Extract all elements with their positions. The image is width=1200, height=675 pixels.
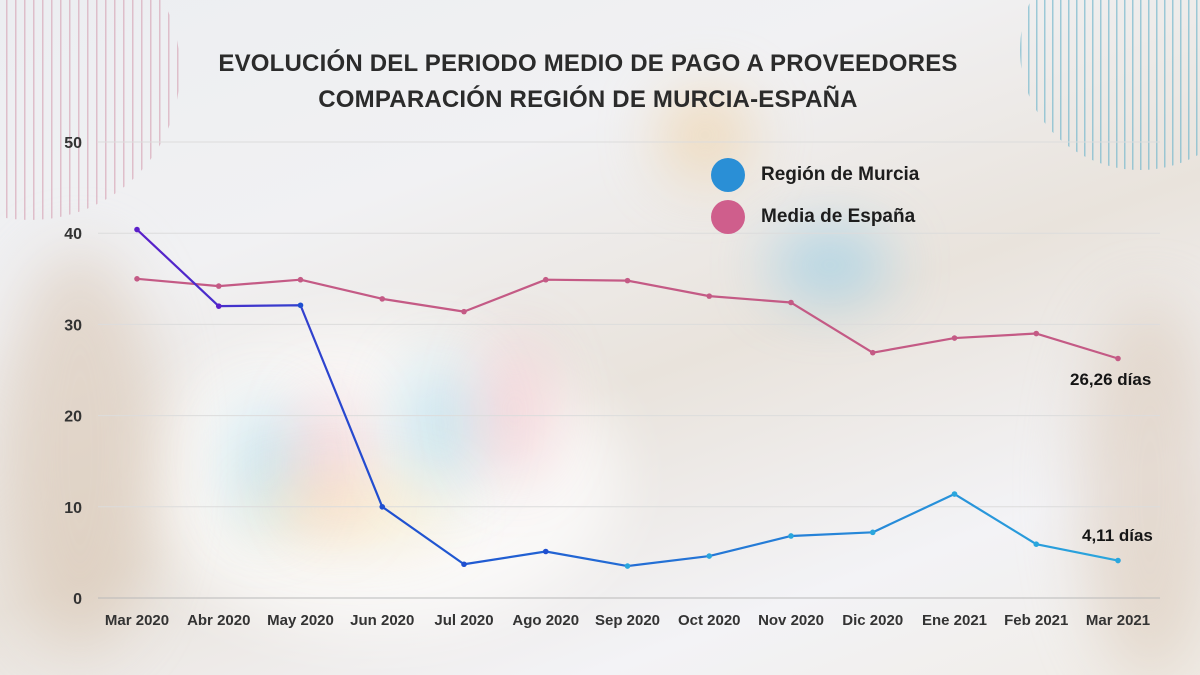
data-point-espana	[134, 276, 140, 282]
data-point-espana	[624, 277, 631, 284]
data-point-murcia	[461, 561, 467, 568]
legend-marker-murcia	[711, 158, 745, 192]
y-tick-label: 0	[73, 591, 82, 608]
data-point-murcia	[134, 226, 140, 233]
data-point-murcia	[788, 533, 794, 539]
data-point-espana	[1033, 330, 1040, 337]
data-point-espana	[869, 349, 876, 356]
x-tick-label: Ago 2020	[512, 612, 579, 629]
legend-label-espana: Media de España	[761, 206, 916, 227]
chart-subtitle: COMPARACIÓN REGIÓN DE MURCIA-ESPAÑA	[318, 86, 858, 113]
data-point-espana	[706, 293, 713, 299]
data-point-espana	[461, 308, 467, 315]
y-tick-label: 20	[64, 409, 82, 426]
end-label-murcia: 4,11 días	[1082, 526, 1153, 545]
data-point-espana	[951, 335, 958, 341]
y-tick-label: 40	[64, 226, 82, 243]
x-tick-label: Sep 2020	[595, 612, 660, 629]
data-point-murcia	[869, 529, 876, 536]
data-point-espana	[542, 276, 549, 283]
end-label-espana: 26,26 días	[1070, 370, 1152, 389]
x-tick-label: Oct 2020	[678, 612, 741, 629]
y-tick-label: 10	[64, 500, 82, 517]
data-point-espana	[788, 299, 794, 306]
x-tick-label: Jun 2020	[350, 612, 414, 629]
x-tick-label: Ene 2021	[922, 612, 987, 629]
chart-title: EVOLUCIÓN DEL PERIODO MEDIO DE PAGO A PR…	[218, 50, 958, 77]
y-tick-label: 30	[64, 317, 82, 334]
legend-marker-espana	[711, 200, 745, 234]
x-tick-label: May 2020	[267, 612, 334, 629]
y-tick-label: 50	[64, 135, 82, 152]
x-tick-label: Abr 2020	[187, 612, 250, 629]
x-tick-label: Dic 2020	[842, 612, 903, 629]
data-point-espana	[379, 296, 386, 302]
data-point-espana	[297, 276, 304, 283]
data-point-murcia	[706, 553, 713, 559]
x-tick-label: Feb 2021	[1004, 612, 1068, 629]
x-tick-label: Mar 2021	[1086, 612, 1150, 629]
legend-item-espana: Media de España	[711, 200, 915, 234]
data-point-murcia	[542, 548, 549, 555]
legend-item-murcia: Región de Murcia	[711, 158, 919, 192]
data-point-murcia	[297, 302, 304, 309]
data-point-murcia	[951, 491, 958, 497]
legend-label-murcia: Región de Murcia	[761, 164, 920, 185]
x-tick-label: Mar 2020	[105, 612, 169, 629]
data-point-murcia	[379, 504, 386, 510]
data-point-espana	[215, 283, 222, 289]
x-tick-label: Jul 2020	[434, 612, 493, 629]
data-point-murcia	[215, 303, 222, 309]
x-tick-label: Nov 2020	[758, 612, 824, 629]
series-line-espana	[136, 277, 1119, 360]
data-point-murcia	[1115, 557, 1121, 564]
data-point-espana	[1115, 355, 1121, 362]
data-point-murcia	[624, 563, 631, 569]
data-point-murcia	[1033, 541, 1040, 547]
